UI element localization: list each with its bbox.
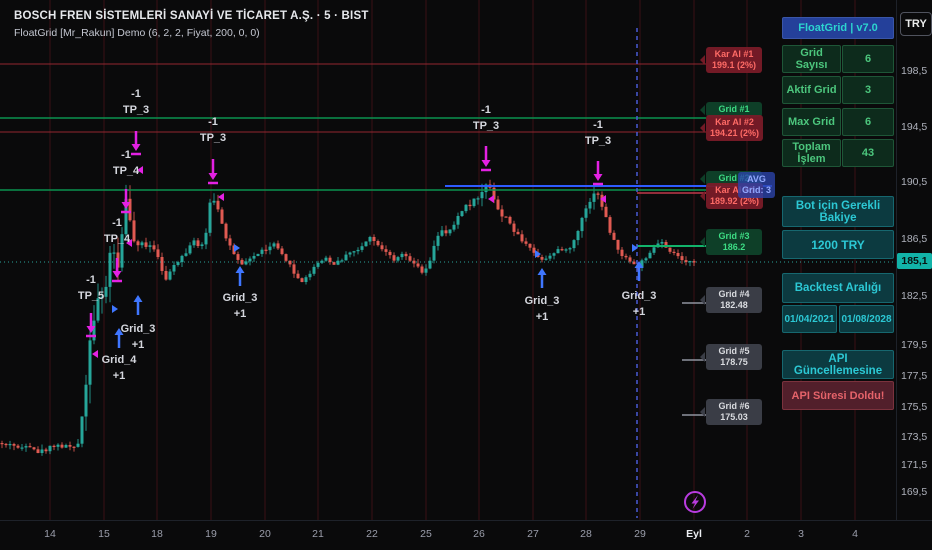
time-tick: 21 <box>312 528 324 540</box>
price-tick: 190,5 <box>901 176 928 188</box>
time-tick: 14 <box>44 528 56 540</box>
buy-annotation: Grid_3 +1 <box>222 292 258 320</box>
time-tick: 15 <box>98 528 110 540</box>
sell-annotation: -1 TP_5 <box>77 274 105 302</box>
sell-annotation: -1 TP_3 <box>199 116 227 144</box>
price-tick: 177,5 <box>901 370 928 382</box>
sell-annotation: -1 TP_3 <box>122 88 150 116</box>
time-tick: 26 <box>473 528 485 540</box>
stat-value: 6 <box>842 45 894 73</box>
price-tick: 186,5 <box>901 233 928 245</box>
time-tick: 28 <box>580 528 592 540</box>
price-tick: 182,5 <box>901 290 928 302</box>
stat-label: Toplam İşlem <box>782 139 841 167</box>
api-header: API Güncellemesine <box>782 350 894 379</box>
price-tick: 179,5 <box>901 339 928 351</box>
time-tick: 18 <box>151 528 163 540</box>
level-label: Grid #3 186.2 <box>700 229 762 255</box>
stat-value: 6 <box>842 108 894 136</box>
buy-annotation: Grid_3 +1 <box>120 323 156 351</box>
api-status: API Süresi Doldu! <box>782 381 894 410</box>
price-tick: 194,5 <box>901 121 928 133</box>
time-tick: 3 <box>798 528 804 540</box>
buy-annotation: Grid_3 +1 <box>621 290 657 318</box>
time-tick: 4 <box>852 528 858 540</box>
stat-label: Max Grid <box>782 108 841 136</box>
sell-annotation: -1 TP_4 <box>103 217 131 245</box>
chart-area[interactable] <box>0 0 896 520</box>
balance-value: 1200 TRY <box>782 230 894 259</box>
level-label: Kar Al #2 194.21 (2%) <box>699 115 764 141</box>
time-tick: 22 <box>366 528 378 540</box>
price-tick: 173,5 <box>901 431 928 443</box>
backtest-start-date: 01/04/2021 <box>782 305 837 333</box>
backtest-header: Backtest Aralığı <box>782 273 894 303</box>
level-label: Kar Al #1 199.1 (2%) <box>700 47 762 73</box>
level-label: Grid #1 <box>700 102 762 117</box>
sell-annotation: -1 TP_3 <box>472 104 500 132</box>
level-label: Grid #4 182.48 <box>700 287 762 313</box>
price-tick: 198,5 <box>901 65 928 77</box>
panel-title: FloatGrid | v7.0 <box>782 17 894 39</box>
time-tick: Eyl <box>686 528 702 540</box>
level-label: Grid #5 178.75 <box>700 344 762 370</box>
level-label: AVG Grid: 3 <box>738 172 776 198</box>
currency-toggle-button[interactable]: TRY <box>900 12 932 36</box>
lightning-bolt-icon <box>684 491 706 513</box>
buy-annotation: Grid_3 +1 <box>524 295 560 323</box>
time-tick: 19 <box>205 528 217 540</box>
time-tick: 27 <box>527 528 539 540</box>
backtest-end-date: 01/08/2028 <box>839 305 894 333</box>
level-label: Grid #6 175.03 <box>700 399 762 425</box>
price-tick: 169,5 <box>901 486 928 498</box>
balance-header: Bot için Gerekli Bakiye <box>782 196 894 227</box>
price-tick: 171,5 <box>901 459 928 471</box>
time-tick: 25 <box>420 528 432 540</box>
sell-annotation: -1 TP_4 <box>112 149 140 177</box>
price-tick: 175,5 <box>901 401 928 413</box>
time-tick: 2 <box>744 528 750 540</box>
symbol-title[interactable]: BOSCH FREN SİSTEMLERİ SANAYİ VE TİCARET … <box>14 10 369 22</box>
price-axis[interactable]: 198,5 194,5 190,5 186,5 182,5 179,5 177,5 175,5… <box>896 0 932 520</box>
buy-annotation: Grid_4 +1 <box>101 354 137 382</box>
stat-label: Aktif Grid <box>782 76 841 104</box>
stat-value: 43 <box>842 139 894 167</box>
indicator-title[interactable]: FloatGrid [Mr_Rakun] Demo (6, 2, 2, Fiya… <box>14 27 260 39</box>
time-axis[interactable]: 14 15 18 19 20 21 22 25 26 27 28 29 Eyl 2 3 4 <box>0 520 932 550</box>
time-tick: 29 <box>634 528 646 540</box>
time-tick: 20 <box>259 528 271 540</box>
last-price-label: 185,1 <box>897 253 932 269</box>
stat-value: 3 <box>842 76 894 104</box>
sell-annotation: -1 TP_3 <box>584 119 612 147</box>
stat-label: Grid Sayısı <box>782 45 841 73</box>
